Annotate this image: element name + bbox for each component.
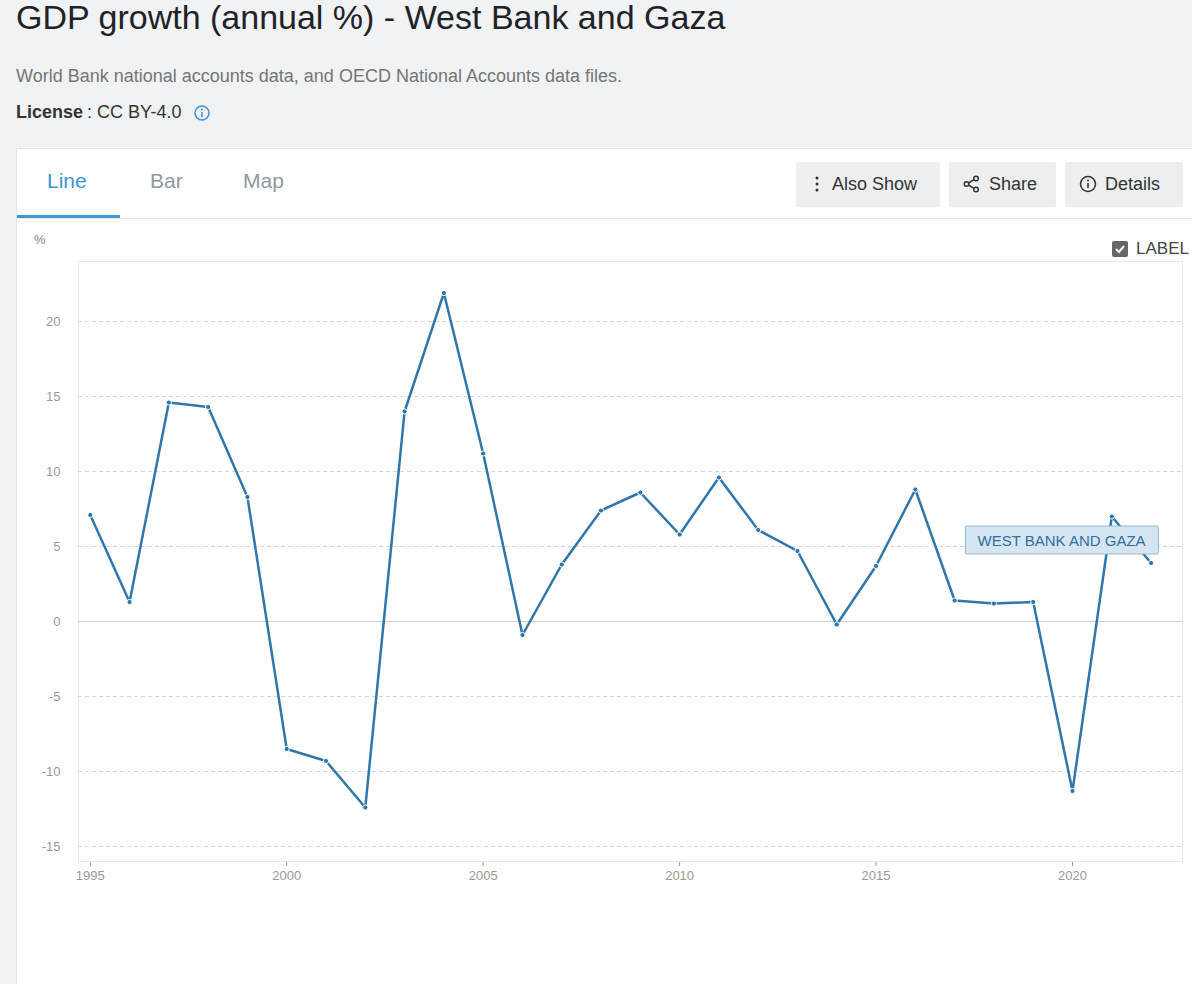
svg-text:2015: 2015 <box>862 868 891 883</box>
html-text:Map: Map <box>243 169 284 192</box>
html-text:Share: Share <box>989 173 1037 194</box>
svg-text:2005: 2005 <box>469 868 498 883</box>
svg-text:10: 10 <box>46 464 60 479</box>
html-text:Also Show: Also Show <box>832 173 917 194</box>
svg-text:2000: 2000 <box>272 868 301 883</box>
html-text:Bar: Bar <box>150 169 183 192</box>
html-text:License : CC BY-4.0: License : CC BY-4.0 <box>16 102 182 122</box>
svg-text:0: 0 <box>53 614 60 629</box>
svg-text:1995: 1995 <box>76 868 105 883</box>
svg-text:-10: -10 <box>42 764 61 779</box>
svg-text:2010: 2010 <box>665 868 694 883</box>
html-text:WEST BANK AND GAZA: WEST BANK AND GAZA <box>977 531 1146 548</box>
html-text:Line: Line <box>47 169 87 192</box>
svg-text:15: 15 <box>46 389 60 404</box>
svg-text:-15: -15 <box>42 839 61 854</box>
svg-text:-5: -5 <box>49 689 61 704</box>
svg-text:2020: 2020 <box>1058 868 1087 883</box>
svg-text:5: 5 <box>53 539 60 554</box>
html-text:LABEL: LABEL <box>1136 239 1189 258</box>
svg-text:20: 20 <box>46 314 60 329</box>
html-text:Details: Details <box>1105 173 1160 194</box>
html-text:World Bank national accounts d: World Bank national accounts data, and O… <box>16 66 622 86</box>
